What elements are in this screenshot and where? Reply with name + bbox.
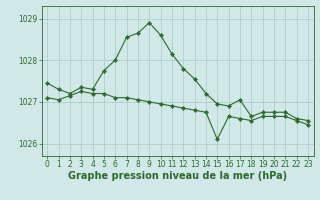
X-axis label: Graphe pression niveau de la mer (hPa): Graphe pression niveau de la mer (hPa) — [68, 171, 287, 181]
